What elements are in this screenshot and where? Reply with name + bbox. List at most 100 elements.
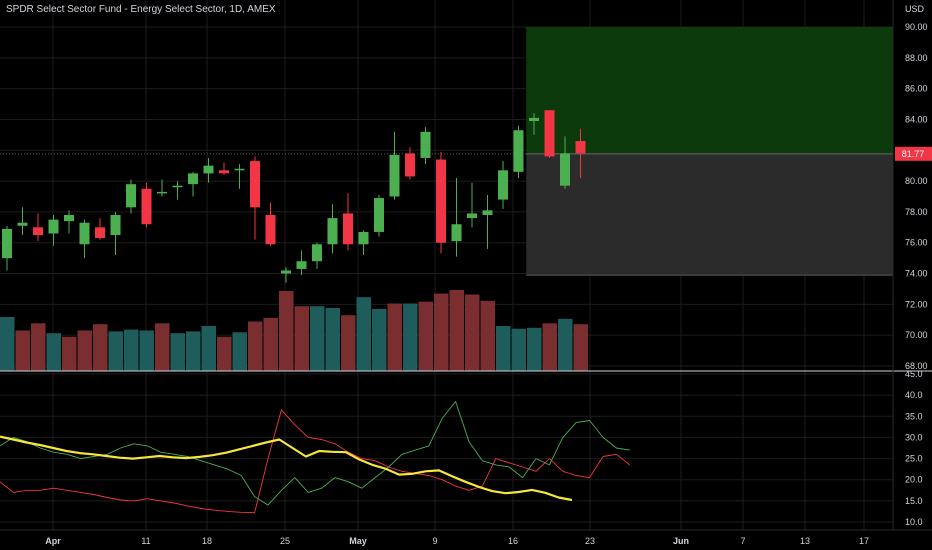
volume-bar <box>62 336 77 371</box>
candle-body <box>420 131 431 158</box>
price-tick-label: 74.00 <box>905 269 928 279</box>
volume-bar <box>186 331 201 371</box>
candle-body <box>188 173 198 185</box>
volume-bar <box>139 330 154 371</box>
price-tick-label: 84.00 <box>905 114 928 124</box>
candle-body <box>219 170 229 174</box>
volume-bar <box>31 323 46 371</box>
currency-label: USD <box>904 4 924 14</box>
volume-bar <box>434 293 449 371</box>
indicator-tick-label: 25.0 <box>905 454 923 464</box>
price-tick-label: 70.00 <box>905 330 928 340</box>
indicator-pane[interactable] <box>0 401 631 514</box>
price-tick-label: 86.00 <box>905 84 928 94</box>
candle-body <box>64 214 74 222</box>
time-tick-label: 23 <box>585 536 595 546</box>
candle-body <box>327 218 338 245</box>
candle-body <box>544 110 555 157</box>
volume-bar <box>325 308 340 371</box>
candle-body <box>436 159 446 243</box>
indicator-tick-label: 45.0 <box>905 369 923 379</box>
candle-body <box>141 188 152 225</box>
volume-bar <box>46 333 61 371</box>
volume-bar <box>201 326 216 371</box>
adx-line <box>0 435 573 502</box>
volume-bar <box>124 329 139 371</box>
candle-body <box>2 228 12 259</box>
time-tick-label: 13 <box>800 536 810 546</box>
chart-title: SPDR Select Sector Fund - Energy Select … <box>6 4 276 15</box>
candle-body <box>157 191 167 194</box>
time-tick-label: 11 <box>141 536 150 546</box>
price-tick-label: 76.00 <box>905 238 928 248</box>
indicator-tick-label: 20.0 <box>905 475 923 485</box>
candle-body <box>172 185 183 188</box>
volume-bar <box>108 331 123 371</box>
candle-body <box>529 117 539 121</box>
volume-bar <box>387 303 402 371</box>
candle-body <box>343 213 353 245</box>
volume-bar <box>403 303 418 371</box>
indicator-tick-label: 40.0 <box>905 390 923 400</box>
volume-bar <box>232 332 247 371</box>
volume-bar <box>263 317 278 371</box>
time-tick-label: 18 <box>202 536 212 546</box>
candle-body <box>467 213 477 219</box>
di-minus-line <box>0 409 631 514</box>
volume-bar <box>15 330 30 371</box>
candle-body <box>296 261 307 269</box>
candle-body <box>405 153 415 177</box>
candle-body <box>560 153 570 186</box>
volume-bar <box>356 297 371 371</box>
volume-bars <box>0 290 588 371</box>
indicator-tick-label: 35.0 <box>905 411 923 421</box>
price-tick-label: 78.00 <box>905 207 928 217</box>
volume-bar <box>558 318 573 371</box>
volume-bar <box>155 323 170 371</box>
candle-body <box>281 270 291 274</box>
candle-body <box>203 165 214 174</box>
volume-bar <box>248 321 263 371</box>
current-price-tag <box>895 146 932 161</box>
candle-body <box>498 170 508 200</box>
volume-bar <box>341 315 356 371</box>
volume-bar <box>573 324 588 371</box>
candle-body <box>95 227 105 239</box>
candle-body <box>265 214 276 245</box>
candle-body <box>358 231 369 245</box>
candle-body <box>389 154 400 197</box>
volume-bar <box>480 300 495 371</box>
candle-body <box>513 130 524 172</box>
volume-bar <box>93 324 108 371</box>
volume-bar <box>527 327 542 371</box>
volume-bar <box>372 308 387 371</box>
profit-zone[interactable] <box>526 27 893 154</box>
stop-zone[interactable] <box>526 153 893 276</box>
volume-bar <box>217 336 232 371</box>
candle-body <box>250 161 260 208</box>
time-tick-label: 17 <box>859 536 869 546</box>
indicator-tick-label: 15.0 <box>905 496 923 506</box>
price-tick-label: 80.00 <box>905 176 928 186</box>
indicator-tick-label: 10.0 <box>905 517 923 527</box>
volume-bar <box>0 317 15 371</box>
volume-bar <box>170 333 185 371</box>
di-plus-line <box>0 401 630 506</box>
time-tick-label: May <box>349 536 367 546</box>
volume-bar <box>294 306 309 371</box>
volume-bar <box>465 294 480 371</box>
current-price-label: 81.77 <box>902 149 925 159</box>
volume-bar <box>310 306 325 371</box>
volume-bar <box>449 290 464 371</box>
candle-body <box>482 210 493 215</box>
candle-body <box>374 198 384 232</box>
risk-reward-tool[interactable] <box>0 27 893 276</box>
price-tick-label: 72.00 <box>905 299 928 309</box>
time-tick-label: 7 <box>740 536 745 546</box>
volume-bar <box>77 330 92 371</box>
time-tick-label: 16 <box>508 536 518 546</box>
candle-body <box>48 219 59 234</box>
candle-body <box>312 244 322 262</box>
